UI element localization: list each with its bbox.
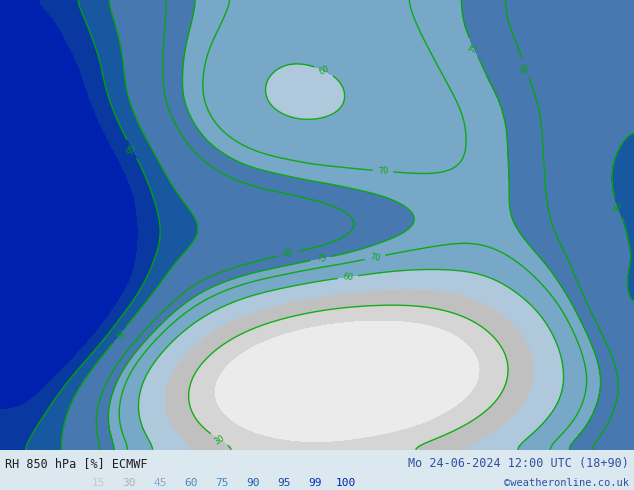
Text: 60: 60 [318, 64, 331, 77]
Text: 75: 75 [468, 41, 481, 54]
Text: 90: 90 [112, 328, 126, 342]
Text: 75: 75 [215, 478, 229, 488]
Text: 15: 15 [91, 478, 105, 488]
Text: 45: 45 [153, 478, 167, 488]
Text: 30: 30 [122, 478, 136, 488]
Text: Mo 24-06-2024 12:00 UTC (18+90): Mo 24-06-2024 12:00 UTC (18+90) [408, 457, 629, 470]
Text: 99: 99 [308, 478, 321, 488]
Text: 80: 80 [520, 62, 532, 75]
Text: 90: 90 [612, 201, 624, 214]
Text: 75: 75 [315, 253, 327, 264]
Text: ©weatheronline.co.uk: ©weatheronline.co.uk [504, 478, 629, 488]
Text: 70: 70 [377, 166, 389, 176]
Text: 95: 95 [277, 478, 290, 488]
Text: 80: 80 [281, 248, 294, 259]
Text: RH 850 hPa [%] ECMWF: RH 850 hPa [%] ECMWF [5, 457, 148, 470]
Text: 90: 90 [246, 478, 259, 488]
Text: 60: 60 [184, 478, 198, 488]
Text: 95: 95 [126, 143, 138, 156]
Text: 70: 70 [369, 252, 381, 263]
Text: 30: 30 [212, 433, 226, 446]
Text: 60: 60 [342, 272, 354, 282]
Text: 100: 100 [335, 478, 356, 488]
